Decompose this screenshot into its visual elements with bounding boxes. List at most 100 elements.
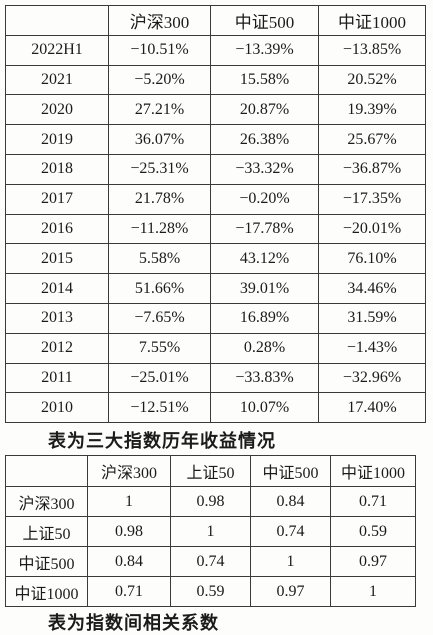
column-header: 沪深300 (108, 5, 211, 36)
row-label: 2010 (5, 392, 109, 424)
column-header: 中证1000 (330, 455, 416, 487)
table-row: 上证50 0.98 1 0.74 0.59 (5, 516, 416, 547)
column-header: 中证500 (210, 5, 319, 36)
value-cell: −33.32% (210, 153, 319, 185)
column-header: 中证1000 (318, 5, 426, 36)
table-row: 2015 5.58% 43.12% 76.10% (5, 243, 426, 275)
value-cell: −17.35% (318, 183, 426, 215)
row-label: 2021 (5, 64, 109, 96)
row-label: 2018 (5, 153, 109, 185)
table-row: 2010 −12.51% 10.07% 17.40% (5, 392, 426, 424)
value-cell: −13.85% (318, 34, 426, 66)
value-cell: 39.01% (210, 273, 319, 304)
table-row: 2012 7.55% 0.28% −1.43% (5, 332, 426, 364)
value-cell: 25.67% (318, 124, 426, 155)
table-row: 2014 51.66% 39.01% 34.46% (5, 273, 426, 304)
value-cell: −25.01% (108, 362, 211, 394)
value-cell: 0.28% (210, 332, 319, 364)
value-cell: −13.39% (210, 34, 319, 66)
value-cell: 36.07% (108, 124, 211, 155)
value-cell: 15.58% (210, 64, 319, 96)
value-cell: 34.46% (318, 273, 426, 304)
value-cell: 20.52% (318, 64, 426, 96)
value-cell: −20.01% (318, 213, 426, 245)
value-cell: 0.98 (170, 486, 251, 517)
value-cell: 0.71 (87, 576, 171, 607)
corner-cell (5, 5, 109, 36)
value-cell: 19.39% (318, 94, 426, 126)
row-label: 2013 (5, 302, 109, 334)
table-row: 2011 −25.01% −33.83% −32.96% (5, 362, 426, 394)
table-row: 2018 −25.31% −33.32% −36.87% (5, 153, 426, 185)
annual-returns-table: 沪深300 中证500 中证1000 2022H1 −10.51% −13.39% −13… (5, 5, 426, 424)
value-cell: 1 (330, 576, 416, 607)
table-body: 沪深300 1 0.98 0.84 0.71 上证50 0.98 1 0.74 0.59 中证500… (5, 486, 416, 607)
row-label: 中证1000 (5, 576, 88, 607)
value-cell: −36.87% (318, 153, 426, 185)
value-cell: 43.12% (210, 243, 319, 275)
value-cell: 0.84 (87, 546, 171, 577)
header-row: 沪深300 上证50 中证500 中证1000 (5, 455, 416, 487)
value-cell: 5.58% (108, 243, 211, 275)
value-cell: 0.98 (87, 516, 171, 547)
table-row: 中证500 0.84 0.74 1 0.97 (5, 546, 416, 577)
value-cell: 76.10% (318, 243, 426, 275)
value-cell: 26.38% (210, 124, 319, 155)
value-cell: 1 (250, 546, 331, 577)
corner-cell (5, 455, 88, 487)
column-header: 上证50 (170, 455, 251, 487)
table-row: 2013 −7.65% 16.89% 31.59% (5, 302, 426, 334)
row-label: 2014 (5, 273, 109, 304)
value-cell: −0.20% (210, 183, 319, 215)
value-cell: −11.28% (108, 213, 211, 245)
value-cell: 17.40% (318, 392, 426, 424)
row-label: 中证500 (5, 546, 88, 577)
value-cell: −33.83% (210, 362, 319, 394)
row-label: 2012 (5, 332, 109, 364)
header-row: 沪深300 中证500 中证1000 (5, 5, 426, 36)
value-cell: −1.43% (318, 332, 426, 364)
value-cell: 0.59 (330, 516, 416, 547)
value-cell: 16.89% (210, 302, 319, 334)
table-row: 2019 36.07% 26.38% 25.67% (5, 124, 426, 155)
table-row: 2016 −11.28% −17.78% −20.01% (5, 213, 426, 245)
value-cell: −17.78% (210, 213, 319, 245)
row-label: 2019 (5, 124, 109, 155)
row-label: 2015 (5, 243, 109, 275)
column-header: 中证500 (250, 455, 331, 487)
value-cell: 0.84 (250, 486, 331, 517)
table-body: 2022H1 −10.51% −13.39% −13.85% 2021 −5.20% 15.… (5, 34, 426, 424)
table-header: 沪深300 上证50 中证500 中证1000 (5, 455, 416, 487)
value-cell: −5.20% (108, 64, 211, 96)
value-cell: −10.51% (108, 34, 211, 66)
value-cell: 0.74 (170, 546, 251, 577)
value-cell: −12.51% (108, 392, 211, 424)
value-cell: 0.71 (330, 486, 416, 517)
row-label: 2017 (5, 183, 109, 215)
row-label: 上证50 (5, 516, 88, 547)
column-header: 沪深300 (87, 455, 171, 487)
table-row: 2022H1 −10.51% −13.39% −13.85% (5, 34, 426, 66)
value-cell: 0.74 (250, 516, 331, 547)
value-cell: 21.78% (108, 183, 211, 215)
table-caption-annual-returns: 表为三大指数历年收益情况 (48, 431, 276, 451)
table-row: 2020 27.21% 20.87% 19.39% (5, 94, 426, 126)
table-row: 2021 −5.20% 15.58% 20.52% (5, 64, 426, 96)
row-label: 2011 (5, 362, 109, 394)
value-cell: 1 (87, 486, 171, 517)
table-row: 2017 21.78% −0.20% −17.35% (5, 183, 426, 215)
row-label: 沪深300 (5, 486, 88, 517)
value-cell: 7.55% (108, 332, 211, 364)
value-cell: 1 (170, 516, 251, 547)
value-cell: 0.97 (250, 576, 331, 607)
value-cell: 0.59 (170, 576, 251, 607)
table-row: 沪深300 1 0.98 0.84 0.71 (5, 486, 416, 517)
row-label: 2022H1 (5, 34, 109, 66)
value-cell: 27.21% (108, 94, 211, 126)
row-label: 2020 (5, 94, 109, 126)
value-cell: 31.59% (318, 302, 426, 334)
value-cell: 51.66% (108, 273, 211, 304)
value-cell: −32.96% (318, 362, 426, 394)
value-cell: 20.87% (210, 94, 319, 126)
row-label: 2016 (5, 213, 109, 245)
